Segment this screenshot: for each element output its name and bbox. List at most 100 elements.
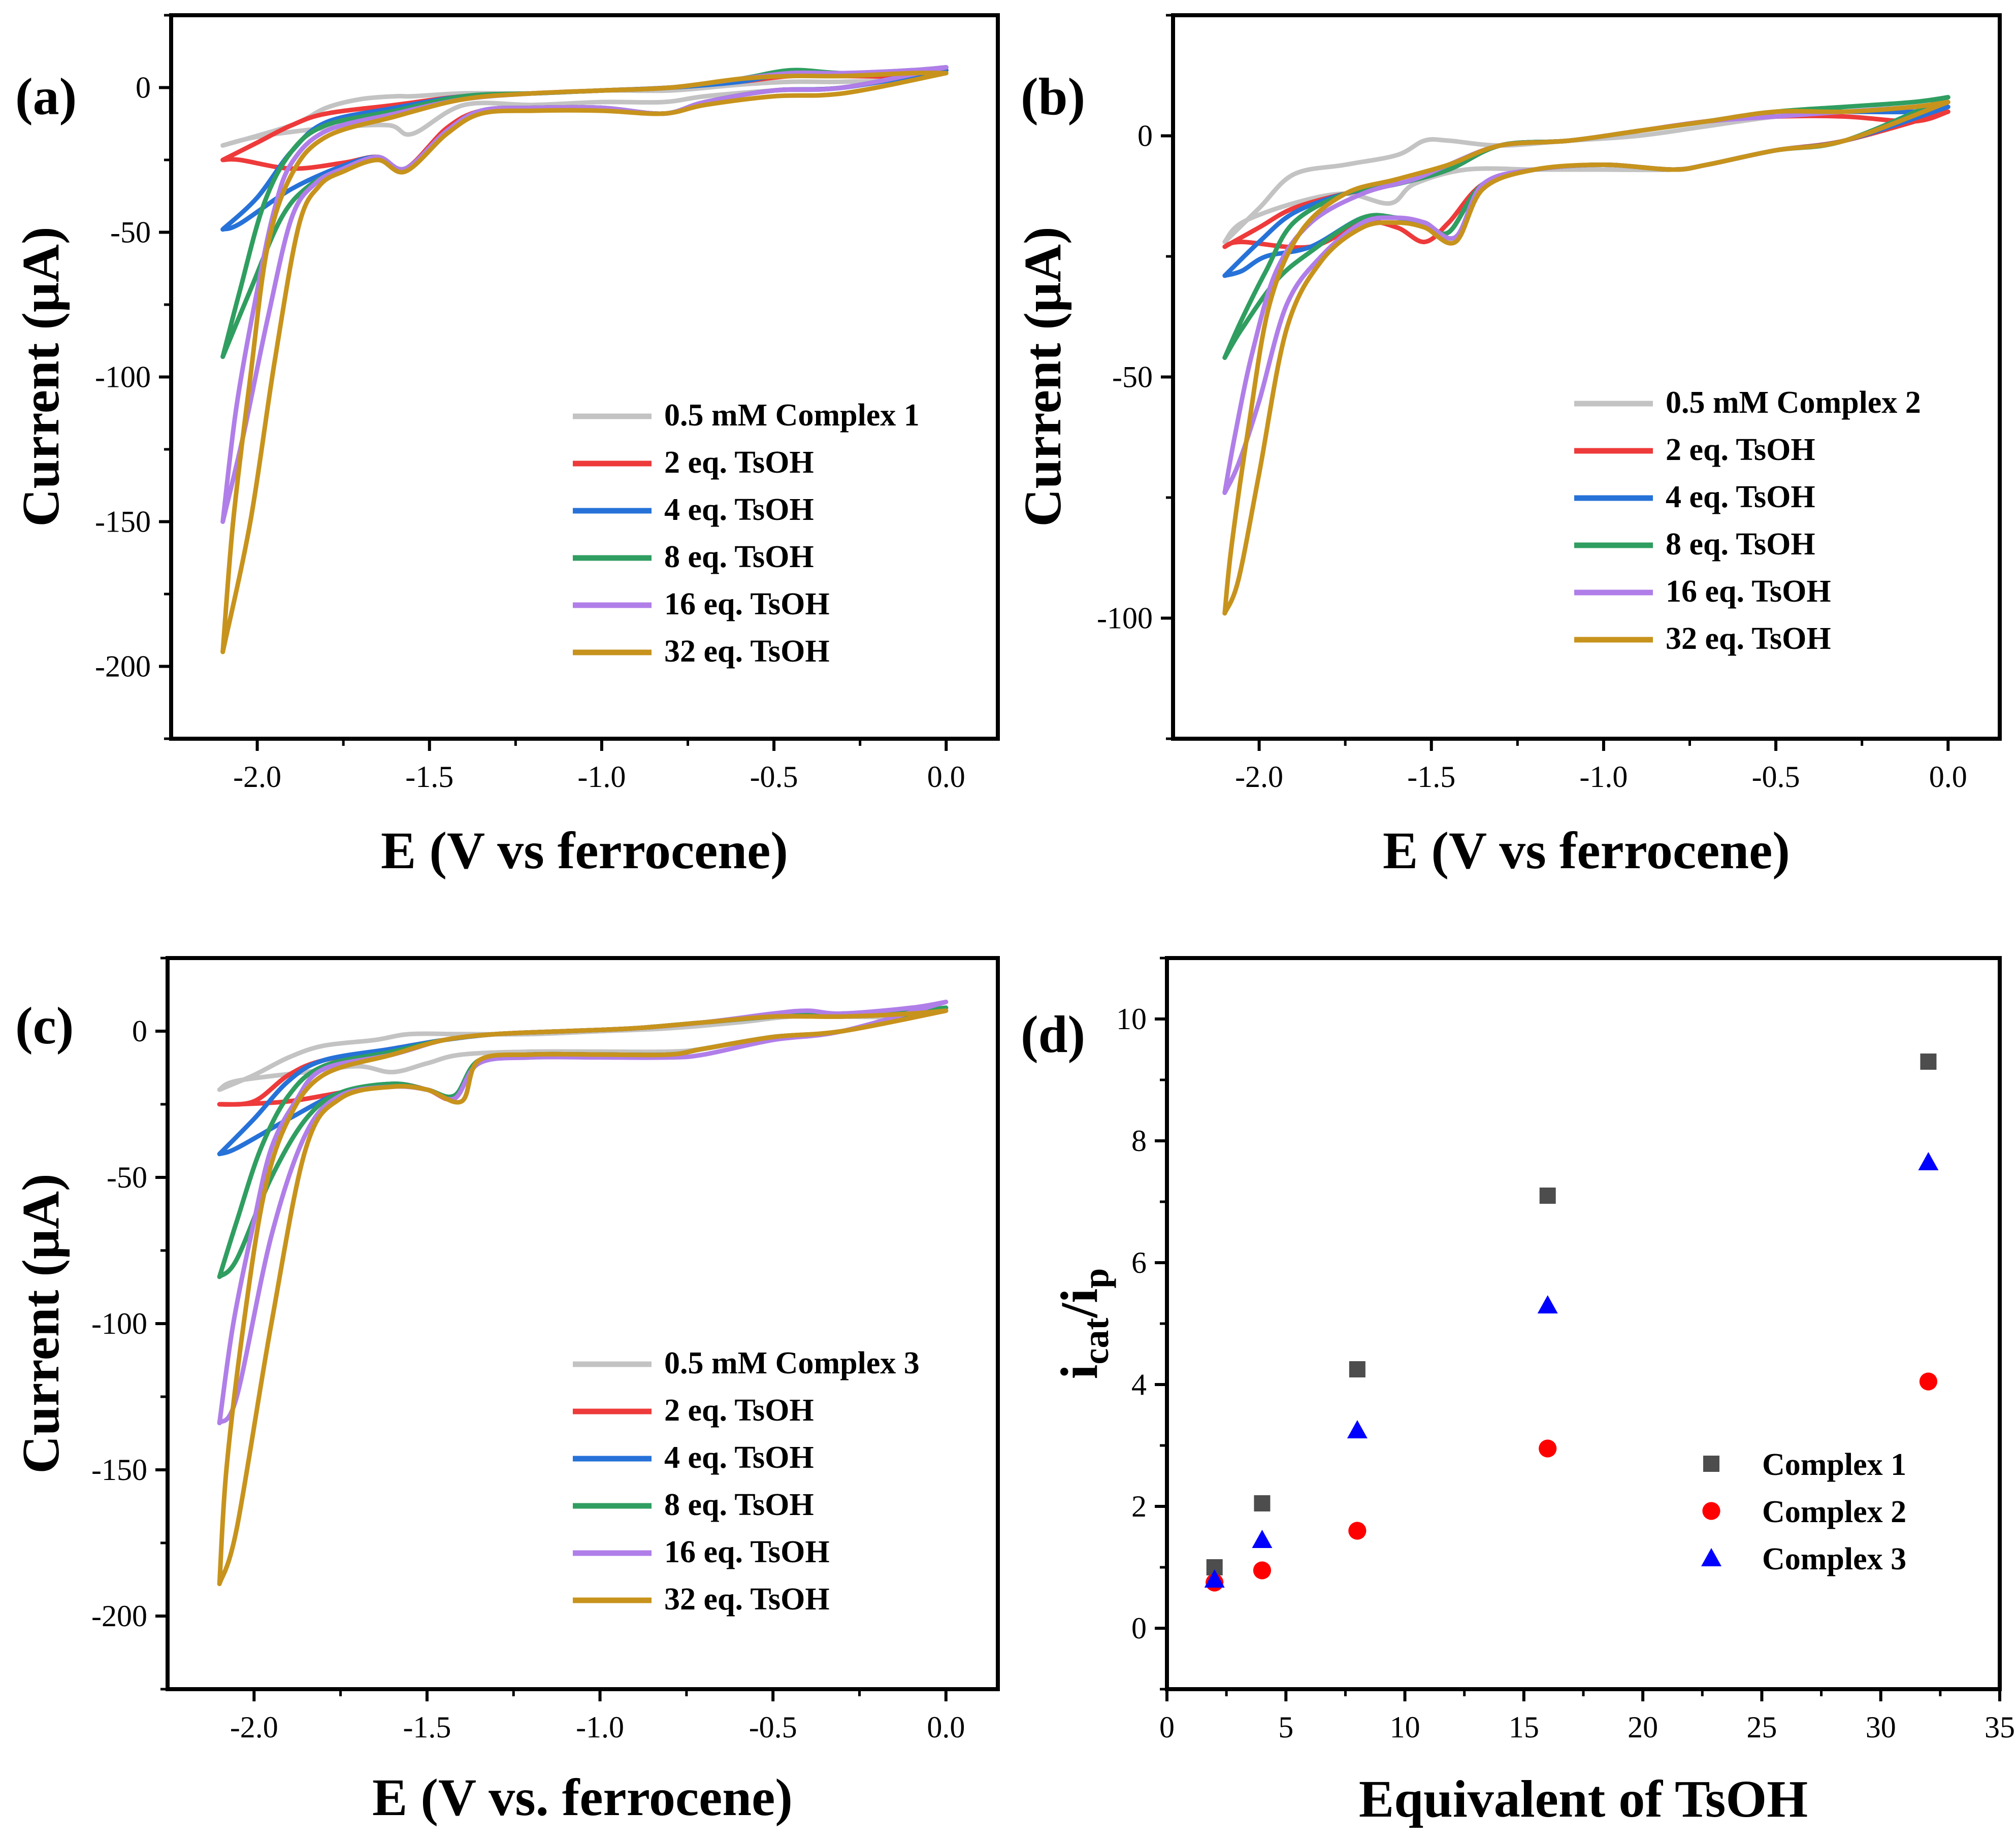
y-tick-label: 0 bbox=[1131, 1611, 1147, 1645]
y-tick-label: 2 bbox=[1131, 1490, 1147, 1523]
y-tick-label: -50 bbox=[1112, 360, 1153, 394]
data-point-triangle bbox=[1537, 1295, 1558, 1313]
y-tick-label: -150 bbox=[91, 1453, 147, 1487]
panel-c-x-axis-title: E (V vs. ferrocene) bbox=[372, 1768, 793, 1827]
legend-marker bbox=[1701, 1548, 1721, 1566]
x-tick-label: 0.0 bbox=[1929, 760, 1967, 794]
data-point-triangle bbox=[1918, 1152, 1939, 1170]
legend-label: 2 eq. TsOH bbox=[1666, 433, 1815, 467]
cv-trace-5 bbox=[1222, 100, 1950, 616]
legend-label: 0.5 mM Complex 3 bbox=[664, 1346, 920, 1380]
legend-marker bbox=[1702, 1502, 1720, 1520]
legend-label: 0.5 mM Complex 1 bbox=[664, 398, 920, 433]
panel-c-label: (c) bbox=[15, 997, 74, 1055]
legend-label: 16 eq. TsOH bbox=[1666, 574, 1831, 609]
y-tick-label: -200 bbox=[91, 1599, 147, 1633]
data-point-circle bbox=[1539, 1439, 1557, 1458]
y-tick-label: -50 bbox=[107, 1161, 147, 1194]
panel-d-scatter-plot: (d) 0 5 10 15 20 25 30 35 0 2 4 6 8 10 Equivalent of … bbox=[1021, 956, 2015, 1828]
panel-a-legend: 0.5 mM Complex 1 2 eq. TsOH 4 eq. TsOH 8 eq… bbox=[573, 398, 920, 669]
y-tick-label: 0 bbox=[136, 71, 151, 105]
panel-a-label: (a) bbox=[15, 68, 77, 126]
panel-d-ylabel-slash-i: /i bbox=[1050, 1289, 1109, 1319]
x-tick-label: -1.0 bbox=[576, 1710, 624, 1744]
legend-label: 8 eq. TsOH bbox=[664, 540, 814, 574]
panel-a-y-axis-title: Current (μA) bbox=[12, 226, 70, 526]
x-tick-label: -2.0 bbox=[233, 760, 281, 794]
data-point-square bbox=[1920, 1054, 1937, 1070]
data-point-circle bbox=[1919, 1372, 1938, 1391]
panel-b-ticks: -2.0 -1.5 -1.0 -0.5 0.0 0 -50 -100 bbox=[1097, 14, 1967, 794]
x-tick-label: -0.5 bbox=[749, 1710, 797, 1744]
panel-c-y-axis-title: Current (μA) bbox=[12, 1173, 70, 1473]
x-tick-label: -1.5 bbox=[1407, 760, 1455, 794]
x-tick-label: -2.0 bbox=[1235, 760, 1283, 794]
panel-b-traces bbox=[1222, 95, 1950, 616]
panel-c-traces bbox=[217, 999, 949, 1587]
data-point-triangle bbox=[1204, 1569, 1225, 1588]
x-tick-label: -1.0 bbox=[577, 760, 626, 794]
panel-a-x-axis-title: E (V vs ferrocene) bbox=[381, 821, 788, 880]
legend-label: Complex 2 bbox=[1762, 1495, 1906, 1529]
panel-c-cyclic-voltammogram: (c) -2.0 -1.5 -1.0 -0.5 0.00-50-100-150-200 … bbox=[12, 956, 1000, 1827]
y-tick-label: 8 bbox=[1131, 1124, 1147, 1158]
legend-marker bbox=[1703, 1456, 1719, 1472]
y-tick-label: -50 bbox=[110, 216, 151, 249]
y-tick-label: -200 bbox=[95, 650, 151, 683]
panel-a-cyclic-voltammogram: (a) -2.0 -1.5 -1.0 -0.5 0.00-50-100-150-200 … bbox=[12, 13, 1000, 880]
panel-a-traces bbox=[220, 65, 949, 654]
data-point-triangle bbox=[1347, 1420, 1368, 1438]
legend-label: 32 eq. TsOH bbox=[1666, 621, 1831, 656]
panel-d-ylabel-sub-p: p bbox=[1076, 1268, 1116, 1289]
panel-d-x-axis-title: Equivalent of TsOH bbox=[1359, 1770, 1808, 1828]
x-tick-label: -1.5 bbox=[405, 760, 453, 794]
panel-c-ticks: -2.0 -1.5 -1.0 -0.5 0.0 0 -50 -100 -150 -200 bbox=[91, 957, 965, 1744]
x-tick-label: 0.0 bbox=[927, 760, 965, 794]
y-tick-label: 10 bbox=[1116, 1002, 1147, 1036]
data-point-square bbox=[1539, 1188, 1556, 1204]
legend-label: 2 eq. TsOH bbox=[664, 1393, 814, 1428]
legend-label: 2 eq. TsOH bbox=[664, 445, 814, 480]
panel-d-ylabel-sub-cat: cat bbox=[1076, 1318, 1116, 1364]
panel-d-markers bbox=[1204, 1054, 1939, 1592]
data-point-circle bbox=[1348, 1522, 1367, 1540]
y-tick-label: -150 bbox=[95, 505, 151, 539]
panel-b-cyclic-voltammogram: (b) -2.0 -1.5 -1.0 -0.5 0.0 0 -50 -100 E (V vs … bbox=[1014, 13, 2002, 880]
x-tick-label: 35 bbox=[1985, 1710, 2015, 1744]
x-tick-label: -1.5 bbox=[403, 1710, 451, 1744]
x-tick-label: 0 bbox=[1159, 1710, 1175, 1744]
panel-d-ylabel-i: i bbox=[1050, 1364, 1109, 1379]
panel-a-ticks: -2.0 -1.5 -1.0 -0.5 0.0 0 -50 -100 -150 -200 bbox=[95, 14, 965, 794]
y-tick-label: -100 bbox=[91, 1307, 147, 1340]
x-tick-label: -0.5 bbox=[750, 760, 798, 794]
panel-d-legend: Complex 1 Complex 2 Complex 3 bbox=[1701, 1447, 1906, 1576]
y-tick-label: 0 bbox=[1137, 119, 1153, 153]
x-tick-label: 5 bbox=[1278, 1710, 1293, 1744]
data-point-square bbox=[1349, 1361, 1365, 1377]
legend-label: 4 eq. TsOH bbox=[664, 492, 814, 527]
panel-b-label: (b) bbox=[1021, 68, 1085, 126]
panel-b-y-axis-title: Current (μA) bbox=[1014, 226, 1072, 526]
legend-label: 8 eq. TsOH bbox=[1666, 527, 1815, 562]
data-point-triangle bbox=[1252, 1530, 1273, 1548]
legend-label: 32 eq. TsOH bbox=[664, 634, 830, 669]
cv-trace-5 bbox=[220, 71, 949, 654]
x-tick-label: 20 bbox=[1628, 1710, 1658, 1744]
y-tick-label: -100 bbox=[95, 360, 151, 394]
panel-c-legend: 0.5 mM Complex 3 2 eq. TsOH 4 eq. TsOH 8 eq… bbox=[573, 1346, 920, 1617]
panel-d-ticks: 0 5 10 15 20 25 30 35 0 2 4 6 8 10 bbox=[1116, 957, 2015, 1744]
y-tick-label: -100 bbox=[1097, 602, 1153, 635]
legend-label: Complex 1 bbox=[1762, 1447, 1906, 1482]
x-tick-label: 30 bbox=[1866, 1710, 1896, 1744]
legend-label: 32 eq. TsOH bbox=[664, 1582, 830, 1617]
legend-label: 4 eq. TsOH bbox=[664, 1440, 814, 1475]
y-tick-label: 6 bbox=[1131, 1246, 1147, 1279]
y-tick-label: 4 bbox=[1131, 1368, 1147, 1401]
x-tick-label: -2.0 bbox=[230, 1710, 278, 1744]
x-tick-label: -1.0 bbox=[1579, 760, 1628, 794]
x-tick-label: 25 bbox=[1746, 1710, 1777, 1744]
cv-trace-5 bbox=[217, 1008, 949, 1587]
panel-d-y-axis-title: icat/ip bbox=[1050, 1268, 1116, 1379]
